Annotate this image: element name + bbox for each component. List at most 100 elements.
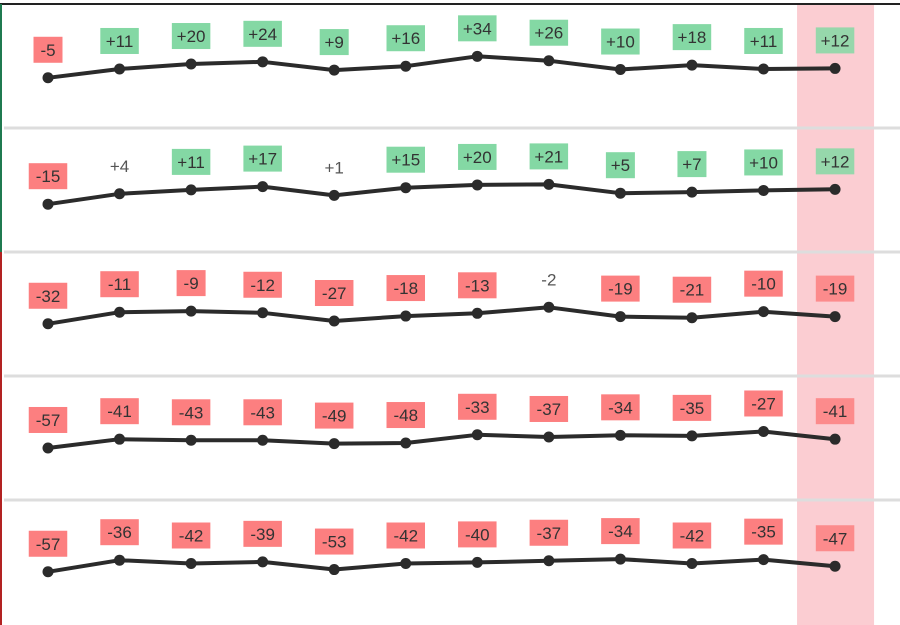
data-label-box (100, 519, 139, 546)
data-label-box (529, 19, 569, 46)
data-label-box (458, 393, 497, 420)
data-point (471, 307, 483, 319)
data-point (185, 558, 197, 569)
data-label: +20 (463, 148, 492, 167)
data-label: -42 (393, 527, 418, 546)
data-label: +21 (534, 147, 563, 166)
data-label-box (171, 148, 211, 175)
data-label-box (28, 163, 68, 190)
data-label-box (744, 27, 783, 54)
data-point (114, 188, 126, 200)
data-point (400, 558, 412, 569)
series-line (47, 305, 836, 326)
data-point (758, 306, 769, 318)
data-label: +10 (606, 33, 635, 52)
data-point (400, 182, 412, 194)
data-label-box (601, 275, 640, 302)
data-point (829, 183, 841, 195)
data-point (185, 305, 197, 317)
data-label: +16 (391, 29, 420, 48)
data-label-box (672, 522, 712, 549)
data-point (543, 555, 555, 567)
data-point (400, 437, 412, 449)
data-point (42, 442, 54, 454)
data-label-box (243, 399, 282, 426)
data-label-box (815, 148, 855, 175)
series-line (47, 182, 836, 207)
data-label-box (605, 152, 635, 179)
data-label-box (815, 275, 855, 302)
data-label: -9 (184, 274, 199, 293)
data-label: +24 (248, 25, 277, 44)
data-point (829, 433, 841, 445)
data-label-box (319, 29, 349, 56)
data-point (471, 50, 483, 62)
series-line (47, 557, 836, 574)
data-point (114, 433, 126, 445)
data-point (829, 62, 841, 74)
data-label-box (744, 149, 783, 176)
data-point (758, 63, 769, 75)
data-label: -19 (823, 280, 848, 299)
data-point (686, 186, 698, 198)
data-label: -57 (36, 535, 61, 554)
data-point (400, 310, 412, 322)
data-label-box (601, 394, 640, 421)
data-point (185, 184, 197, 196)
data-label-box (458, 143, 497, 170)
data-label: -27 (322, 284, 347, 303)
data-label: -21 (680, 281, 705, 300)
data-label: -48 (393, 406, 418, 425)
data-point (42, 318, 54, 330)
data-label: +11 (750, 32, 778, 51)
data-point (543, 178, 555, 190)
data-label: -49 (322, 407, 347, 426)
data-label: -18 (393, 279, 418, 298)
data-label: +1 (325, 158, 344, 177)
data-label: +15 (391, 151, 420, 170)
data-label: -47 (823, 529, 848, 548)
data-point (257, 181, 269, 193)
data-label: -42 (179, 527, 204, 546)
data-label-box (243, 20, 282, 47)
data-point (614, 64, 626, 76)
data-label-box (677, 151, 707, 178)
data-point (257, 307, 269, 319)
data-label: -41 (107, 402, 132, 421)
series-line (47, 54, 836, 80)
data-point (829, 560, 841, 572)
data-label: -41 (823, 402, 848, 421)
data-label-box (171, 399, 211, 426)
data-point (758, 184, 769, 196)
data-point (686, 312, 698, 324)
data-label-box (386, 146, 425, 173)
data-point (758, 554, 769, 566)
data-point (328, 189, 340, 201)
data-label-box (314, 280, 354, 307)
data-label-box (100, 398, 139, 425)
data-label: +26 (534, 24, 563, 43)
data-label-box (386, 25, 425, 52)
data-label: -35 (680, 399, 705, 418)
data-label: -37 (537, 524, 562, 543)
data-point (471, 556, 483, 568)
data-label: -43 (179, 403, 204, 422)
data-point (471, 429, 483, 441)
data-label: +7 (682, 155, 701, 174)
data-label: -32 (36, 287, 61, 306)
data-label-box (744, 390, 783, 417)
data-label: -10 (751, 275, 776, 294)
data-point (614, 311, 626, 323)
data-label-box (672, 276, 712, 303)
data-point (257, 434, 269, 446)
data-label-box (243, 271, 282, 298)
data-label-box (28, 406, 68, 433)
data-label: -34 (608, 398, 633, 417)
data-label-box (458, 15, 497, 42)
data-point (114, 306, 126, 318)
data-point (543, 431, 555, 443)
data-label: -5 (40, 41, 55, 60)
data-label-box (100, 27, 139, 54)
data-label-box (815, 27, 855, 54)
